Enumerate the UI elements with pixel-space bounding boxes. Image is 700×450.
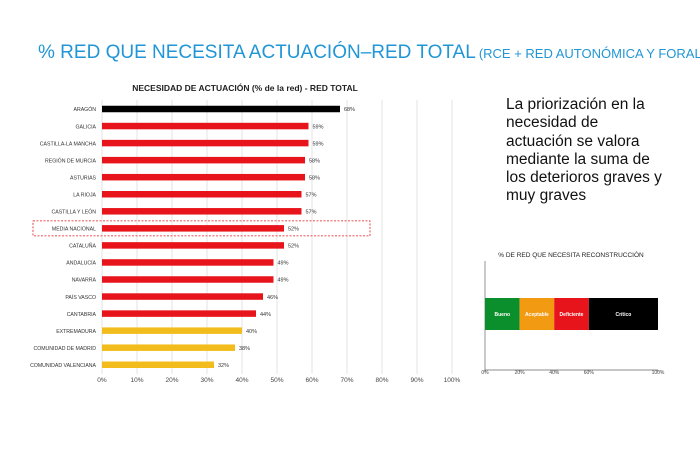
value-label-region-de-murcia: 58% [309, 158, 320, 164]
value-label-extremadura: 40% [246, 329, 257, 335]
bar-aragon [102, 105, 340, 113]
bar-castilla-y-leon [102, 208, 302, 215]
category-label-comunidad-de-madrid: COMUNIDAD DE MADRID [33, 346, 96, 352]
value-label-castilla-y-leon: 57% [306, 210, 317, 216]
category-label-region-de-murcia: REGIÓN DE MURCIA [45, 157, 97, 164]
bar-pais-vasco [102, 293, 263, 300]
bar-media-nacional [102, 225, 284, 232]
category-label-extremadura: EXTREMADURA [56, 329, 96, 335]
category-label-navarra: NAVARRA [72, 278, 97, 284]
value-label-castilla-la-mancha: 59% [313, 141, 324, 147]
bar-la-rioja [102, 191, 302, 198]
x-tick-label: 50% [270, 377, 283, 384]
bar-comunidad-valenciana [102, 361, 214, 368]
category-label-galicia: GALICIA [76, 124, 97, 130]
category-label-la-rioja: LA RIOJA [73, 192, 96, 198]
x-tick-label: 40% [235, 377, 248, 384]
x-tick-label: 100% [444, 377, 461, 384]
bar-cataluna [102, 242, 284, 249]
category-label-castilla-y-leon: CASTILLA Y LEÓN [51, 209, 96, 216]
value-label-comunidad-de-madrid: 38% [239, 346, 250, 352]
bar-region-de-murcia [102, 156, 305, 164]
category-label-aragon: ARAGÓN [74, 106, 97, 113]
value-label-navarra: 49% [278, 278, 289, 284]
value-label-aragon: 68% [344, 107, 355, 113]
value-label-pais-vasco: 46% [267, 295, 278, 301]
bar-galicia [102, 122, 309, 130]
category-label-castilla-la-mancha: CASTILLA-LA MANCHA [40, 141, 97, 147]
value-label-cataluna: 52% [288, 244, 299, 250]
bar-comunidad-de-madrid [102, 344, 235, 351]
x-tick-label: 70% [340, 377, 353, 384]
x-tick-label: 30% [200, 377, 213, 384]
bar-cantabria [102, 310, 256, 317]
category-label-pais-vasco: PAÍS VASCO [65, 294, 96, 301]
side-note: La priorización en la necesidad de actua… [506, 96, 662, 205]
chart1-bars: ARAGÓN 68% GALICIA 59% CASTILLA-LA MANCHA 59%… [30, 105, 371, 369]
x-tick-label: 60% [305, 377, 318, 384]
bar-andalucia [102, 259, 274, 266]
value-label-comunidad-valenciana: 32% [218, 363, 229, 369]
category-label-media-nacional: MEDIA NACIONAL [52, 227, 96, 233]
value-label-galicia: 59% [313, 124, 324, 130]
category-label-comunidad-valenciana: COMUNIDAD VALENCIANA [30, 363, 96, 369]
highlight-box [32, 220, 371, 237]
category-label-asturias: ASTURIAS [70, 175, 96, 181]
value-label-asturias: 58% [309, 175, 320, 181]
category-label-cantabria: CANTABRIA [67, 312, 97, 318]
value-label-cantabria: 44% [260, 312, 271, 318]
chart1-title: NECESIDAD DE ACTUACIÓN (% de la red) - R… [132, 82, 358, 93]
x-tick-label: 90% [410, 377, 423, 384]
page-title: % RED QUE NECESITA ACTUACIÓN–RED TOTAL (R… [38, 42, 700, 64]
x-tick-label: 20% [165, 377, 178, 384]
value-label-media-nacional: 52% [288, 227, 299, 233]
x-tick-label: 80% [375, 377, 388, 384]
value-label-andalucia: 49% [278, 261, 289, 267]
bar-castilla-la-mancha [102, 139, 309, 147]
title-main: % RED QUE NECESITA ACTUACIÓN–RED TOTAL [38, 42, 476, 63]
category-label-cataluna: CATALUÑA [69, 243, 96, 250]
bar-extremadura [102, 327, 242, 334]
bar-navarra [102, 276, 274, 283]
value-label-la-rioja: 57% [306, 192, 317, 198]
bar-asturias [102, 173, 305, 181]
x-tick-label: 10% [130, 377, 143, 384]
category-label-andalucia: ANDALUCÍA [66, 260, 96, 267]
x-tick-label: 0% [97, 377, 107, 384]
chart1-x-axis: 0% 10% 20% 30% 40% 50% 60% 70% 80% 90% 100% [97, 377, 460, 384]
title-subtitle: (RCE + RED AUTONÓMICA Y FORAL) [478, 46, 700, 61]
